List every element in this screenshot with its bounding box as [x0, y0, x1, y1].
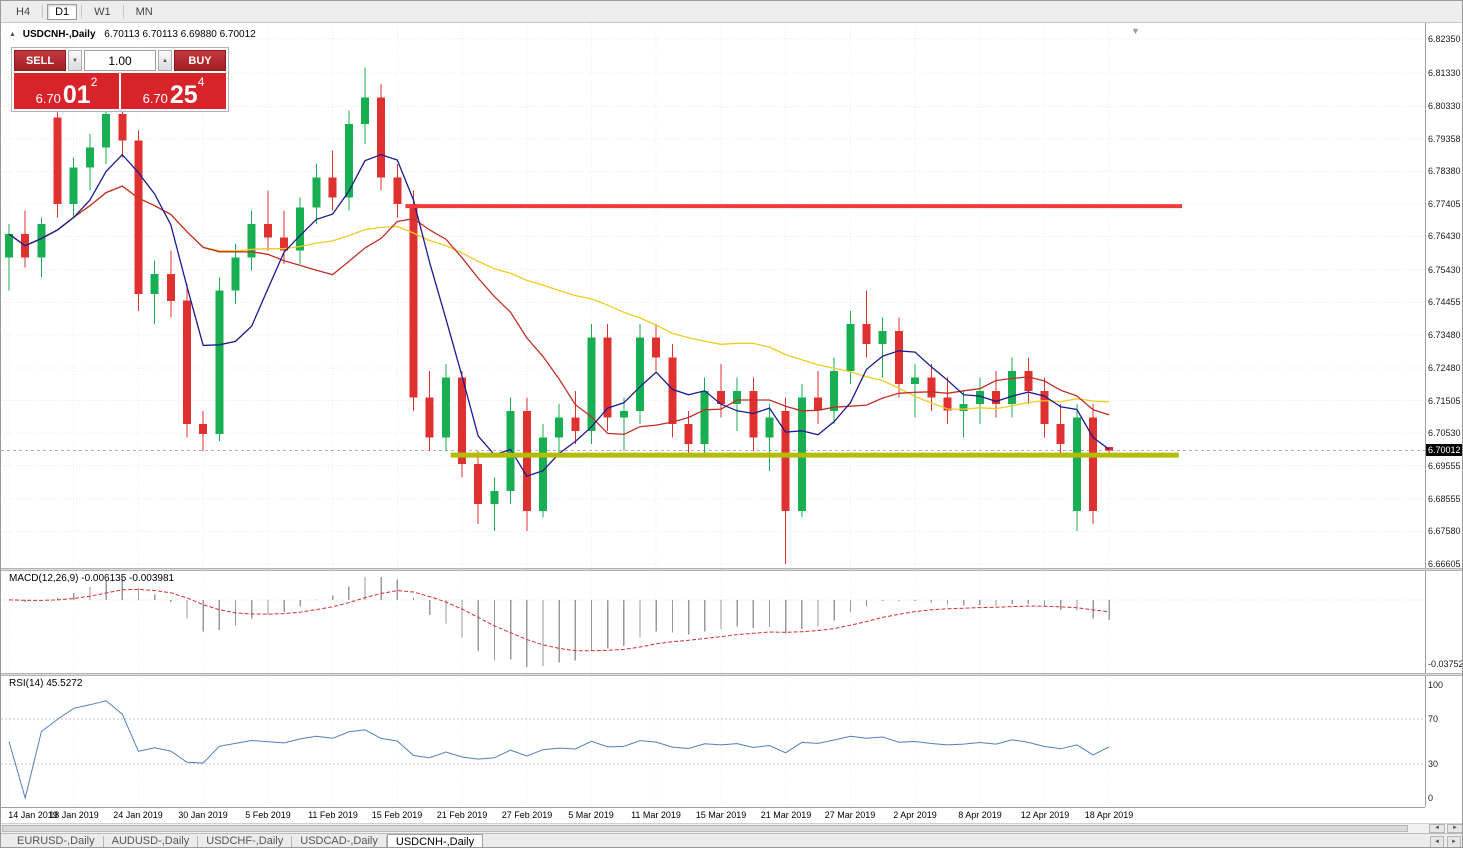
rsi-axis-label: 30	[1428, 759, 1439, 769]
sell-button[interactable]: SELL	[14, 50, 66, 71]
price-axis-label: 6.79358	[1428, 134, 1461, 144]
price-axis-label: 6.75430	[1428, 265, 1461, 275]
date-axis-label: 15 Mar 2019	[695, 810, 747, 820]
price-axis-label: 6.74455	[1428, 297, 1461, 307]
timeframe-w1-button[interactable]: W1	[86, 4, 119, 20]
price-axis-label: 6.67580	[1428, 526, 1461, 536]
date-axis[interactable]: 14 Jan 2019 18 Jan 2019 24 Jan 2019 30 Jan …	[1, 807, 1425, 823]
rsi-axis-label: 0	[1428, 793, 1434, 803]
sell-price-display[interactable]: 6.70 01 2	[14, 73, 119, 109]
scroll-left-button[interactable]: ◄	[1429, 824, 1445, 833]
rsi-axis-label: 100	[1428, 680, 1444, 690]
date-axis-label: 11 Mar 2019	[631, 810, 681, 820]
rsi-label: RSI(14) 45.5272	[9, 678, 83, 689]
tab-separator	[102, 836, 104, 847]
volume-increase-button[interactable]: ▲	[158, 50, 172, 71]
tab-usdchf-daily[interactable]: USDCHF-,Daily	[206, 835, 284, 847]
price-axis[interactable]: 6.70012 -0.03752 6.82350 6.81330 6.80330 6.…	[1425, 23, 1463, 807]
price-axis-label: 6.81330	[1428, 68, 1461, 78]
price-axis-label: 6.71505	[1428, 396, 1461, 406]
tab-eurusd-daily[interactable]: EURUSD-,Daily	[17, 835, 95, 847]
timeframe-d1-button[interactable]: D1	[47, 3, 78, 20]
volume-decrease-button[interactable]: ▼	[68, 50, 82, 71]
current-price-badge: 6.70012	[1426, 444, 1462, 456]
sell-price-sup: 2	[90, 75, 98, 89]
trade-prices-row: 6.70 01 2 6.70 25 4	[14, 73, 226, 109]
scroll-right-button[interactable]: ►	[1447, 824, 1462, 833]
date-axis-label: 5 Feb 2019	[245, 810, 291, 820]
buy-price-sup: 4	[197, 75, 205, 89]
one-click-trading-panel: SELL ▼ ▲ BUY 6.70 01 2 6.70 25 4	[11, 47, 229, 112]
price-axis-label: 6.82350	[1428, 34, 1461, 44]
toolbar-separator	[81, 5, 83, 18]
date-axis-label: 27 Feb 2019	[501, 810, 553, 820]
tab-usdcad-daily[interactable]: USDCAD-,Daily	[300, 835, 378, 847]
toolbar-separator	[42, 5, 44, 18]
tab-scroll-right-button[interactable]: ►	[1447, 836, 1461, 847]
tab-audusd-daily[interactable]: AUDUSD-,Daily	[111, 835, 190, 847]
price-axis-label: 6.77405	[1428, 199, 1461, 209]
tab-separator	[385, 836, 387, 847]
tab-separator	[291, 836, 293, 847]
chart-ohlc-values: 6.70113 6.70113 6.69880 6.70012	[104, 29, 256, 40]
chart-shift-marker-icon[interactable]: ▼	[1131, 26, 1140, 36]
timeframe-h4-button[interactable]: H4	[8, 4, 38, 20]
date-axis-label: 18 Apr 2019	[1084, 810, 1134, 820]
buy-price-big: 25	[169, 80, 198, 109]
tab-separator	[197, 836, 199, 847]
rsi-axis-label: 70	[1428, 714, 1439, 724]
sell-price-big: 01	[62, 80, 91, 109]
buy-price-display[interactable]: 6.70 25 4	[121, 73, 226, 109]
tab-usdcnh-daily[interactable]: USDCNH-,Daily	[386, 833, 484, 847]
timeframe-toolbar: H4 D1 W1 MN	[1, 1, 1462, 23]
date-axis-label: 27 Mar 2019	[824, 810, 876, 820]
date-axis-label: 12 Apr 2019	[1020, 810, 1070, 820]
price-axis-label: 6.80330	[1428, 101, 1461, 111]
price-axis-label: 6.78380	[1428, 166, 1461, 176]
date-axis-label: 15 Feb 2019	[371, 810, 423, 820]
chart-title: ▲ USDCNH-,Daily 6.70113 6.70113 6.69880 …	[9, 29, 256, 40]
panel-splitter[interactable]	[1, 568, 1462, 571]
price-axis-label: 6.66605	[1428, 559, 1461, 569]
chart-tab-bar: EURUSD-,Daily AUDUSD-,Daily USDCHF-,Dail…	[1, 833, 1462, 847]
date-axis-label: 5 Mar 2019	[568, 810, 614, 820]
volume-input[interactable]	[84, 50, 156, 71]
timeframe-mn-button[interactable]: MN	[128, 4, 161, 20]
macd-axis-label: -0.03752	[1428, 659, 1463, 669]
date-axis-label: 21 Feb 2019	[436, 810, 488, 820]
buy-button[interactable]: BUY	[174, 50, 226, 71]
macd-label: MACD(12,26,9) -0.006135 -0.003981	[9, 573, 175, 584]
scrollbar-thumb[interactable]	[2, 825, 1408, 832]
horizontal-scrollbar[interactable]: ◄ ►	[1, 823, 1462, 833]
chart-collapse-icon[interactable]: ▲	[9, 31, 16, 38]
date-axis-label: 21 Mar 2019	[760, 810, 812, 820]
panel-splitter[interactable]	[1, 673, 1462, 676]
date-axis-label: 24 Jan 2019	[113, 810, 163, 820]
rsi-panel-canvas[interactable]	[1, 676, 1425, 807]
main-chart-canvas[interactable]	[1, 23, 1425, 568]
date-axis-label: 11 Feb 2019	[308, 810, 358, 820]
price-axis-label: 6.72480	[1428, 363, 1461, 373]
buy-price-prefix: 6.70	[142, 90, 168, 106]
date-axis-label: 14 Jan 2019	[8, 810, 58, 820]
macd-panel-canvas[interactable]	[1, 571, 1425, 673]
price-axis-label: 6.73480	[1428, 330, 1461, 340]
toolbar-separator	[122, 5, 124, 18]
tab-scroll-left-button[interactable]: ◄	[1430, 836, 1444, 847]
date-axis-label: 8 Apr 2019	[958, 810, 1002, 820]
date-axis-label: 18 Jan 2019	[49, 810, 99, 820]
chart-symbol-label: USDCNH-,Daily	[22, 29, 96, 40]
price-axis-label: 6.68555	[1428, 494, 1461, 504]
price-axis-label: 6.76430	[1428, 231, 1461, 241]
date-axis-label: 30 Jan 2019	[178, 810, 228, 820]
date-axis-label: 2 Apr 2019	[893, 810, 937, 820]
sell-price-prefix: 6.70	[35, 90, 61, 106]
price-axis-label: 6.69555	[1428, 461, 1461, 471]
price-axis-label: 6.70530	[1428, 428, 1461, 438]
trade-controls-row: SELL ▼ ▲ BUY	[14, 50, 226, 71]
